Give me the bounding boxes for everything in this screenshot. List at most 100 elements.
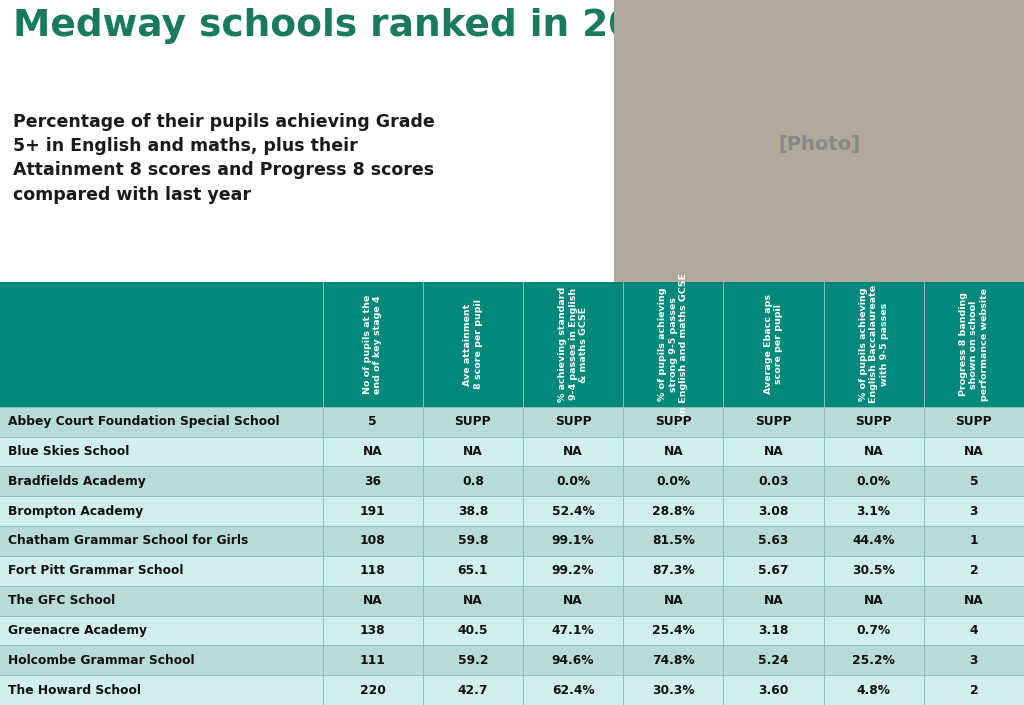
Text: 108: 108 bbox=[359, 534, 386, 548]
Text: 28.8%: 28.8% bbox=[652, 505, 694, 517]
FancyBboxPatch shape bbox=[614, 0, 1024, 289]
Text: 3.18: 3.18 bbox=[759, 624, 788, 637]
Text: NA: NA bbox=[864, 445, 884, 458]
Text: 4: 4 bbox=[970, 624, 978, 637]
Text: 111: 111 bbox=[359, 654, 386, 667]
Text: NA: NA bbox=[664, 445, 683, 458]
Text: 191: 191 bbox=[359, 505, 386, 517]
Text: 0.0%: 0.0% bbox=[556, 475, 590, 488]
Text: 5.63: 5.63 bbox=[759, 534, 788, 548]
Text: SUPP: SUPP bbox=[555, 415, 592, 428]
Text: 30.3%: 30.3% bbox=[652, 684, 694, 697]
FancyBboxPatch shape bbox=[0, 615, 1024, 645]
Text: SUPP: SUPP bbox=[955, 415, 992, 428]
Text: 2: 2 bbox=[970, 684, 978, 697]
Text: % achieving standard
9-4 passes in English
& maths GCSE: % achieving standard 9-4 passes in Engli… bbox=[558, 287, 588, 402]
Text: 3.1%: 3.1% bbox=[857, 505, 891, 517]
Text: % of pupils achieving
English Baccalaureate
with 9-5 passes: % of pupils achieving English Baccalaure… bbox=[859, 286, 889, 403]
Text: 0.7%: 0.7% bbox=[856, 624, 891, 637]
Text: NA: NA bbox=[764, 594, 783, 607]
FancyBboxPatch shape bbox=[0, 675, 1024, 705]
Text: Chatham Grammar School for Girls: Chatham Grammar School for Girls bbox=[8, 534, 249, 548]
Text: Average Ebacc aps
score per pupil: Average Ebacc aps score per pupil bbox=[764, 295, 783, 394]
Text: 138: 138 bbox=[359, 624, 385, 637]
Text: 220: 220 bbox=[359, 684, 386, 697]
Text: 5: 5 bbox=[369, 415, 377, 428]
Text: Holcombe Grammar School: Holcombe Grammar School bbox=[8, 654, 195, 667]
FancyBboxPatch shape bbox=[0, 645, 1024, 675]
Text: 87.3%: 87.3% bbox=[652, 564, 694, 577]
Text: 3.60: 3.60 bbox=[759, 684, 788, 697]
Text: 4.8%: 4.8% bbox=[857, 684, 891, 697]
Text: 3.08: 3.08 bbox=[759, 505, 788, 517]
Text: 30.5%: 30.5% bbox=[852, 564, 895, 577]
Text: 52.4%: 52.4% bbox=[552, 505, 595, 517]
Text: 0.8: 0.8 bbox=[462, 475, 483, 488]
Text: Ave attainment
8 score per pupil: Ave attainment 8 score per pupil bbox=[463, 300, 482, 389]
Text: 36: 36 bbox=[365, 475, 381, 488]
Text: 5.24: 5.24 bbox=[758, 654, 788, 667]
Text: 44.4%: 44.4% bbox=[852, 534, 895, 548]
Text: The Howard School: The Howard School bbox=[8, 684, 141, 697]
FancyBboxPatch shape bbox=[0, 282, 1024, 407]
Text: 59.8: 59.8 bbox=[458, 534, 488, 548]
Text: NA: NA bbox=[362, 594, 383, 607]
Text: 5: 5 bbox=[970, 475, 978, 488]
Text: 65.1: 65.1 bbox=[458, 564, 488, 577]
Text: Percentage of their pupils achieving Grade
5+ in English and maths, plus their
A: Percentage of their pupils achieving Gra… bbox=[12, 113, 434, 204]
Text: NA: NA bbox=[563, 445, 583, 458]
Text: The GFC School: The GFC School bbox=[8, 594, 116, 607]
Text: Fort Pitt Grammar School: Fort Pitt Grammar School bbox=[8, 564, 183, 577]
Text: 25.2%: 25.2% bbox=[852, 654, 895, 667]
Text: NA: NA bbox=[964, 594, 984, 607]
Text: Bradfields Academy: Bradfields Academy bbox=[8, 475, 146, 488]
FancyBboxPatch shape bbox=[0, 526, 1024, 556]
Text: NA: NA bbox=[362, 445, 383, 458]
Text: 118: 118 bbox=[359, 564, 386, 577]
Text: 94.6%: 94.6% bbox=[552, 654, 594, 667]
Text: 47.1%: 47.1% bbox=[552, 624, 595, 637]
Text: 0.0%: 0.0% bbox=[856, 475, 891, 488]
Text: NA: NA bbox=[664, 594, 683, 607]
Text: 40.5: 40.5 bbox=[458, 624, 488, 637]
Text: [Photo]: [Photo] bbox=[778, 135, 860, 154]
Text: Medway schools ranked in 2019: Medway schools ranked in 2019 bbox=[12, 8, 686, 44]
Text: Brompton Academy: Brompton Academy bbox=[8, 505, 143, 517]
FancyBboxPatch shape bbox=[0, 496, 1024, 526]
Text: NA: NA bbox=[964, 445, 984, 458]
Text: Greenacre Academy: Greenacre Academy bbox=[8, 624, 147, 637]
Text: 81.5%: 81.5% bbox=[652, 534, 694, 548]
Text: SUPP: SUPP bbox=[655, 415, 691, 428]
Text: Progress 8 banding
shown on school
performance website: Progress 8 banding shown on school perfo… bbox=[959, 288, 989, 401]
Text: SUPP: SUPP bbox=[455, 415, 492, 428]
Text: 25.4%: 25.4% bbox=[652, 624, 694, 637]
Text: 99.1%: 99.1% bbox=[552, 534, 594, 548]
Text: 2: 2 bbox=[970, 564, 978, 577]
FancyBboxPatch shape bbox=[0, 407, 1024, 436]
Text: 3: 3 bbox=[970, 505, 978, 517]
Text: No of pupils at the
end of key stage 4: No of pupils at the end of key stage 4 bbox=[362, 295, 382, 394]
Text: Blue Skies School: Blue Skies School bbox=[8, 445, 130, 458]
Text: NA: NA bbox=[463, 445, 482, 458]
Text: Abbey Court Foundation Special School: Abbey Court Foundation Special School bbox=[8, 415, 280, 428]
Text: 62.4%: 62.4% bbox=[552, 684, 594, 697]
Text: 1: 1 bbox=[970, 534, 978, 548]
Text: NA: NA bbox=[463, 594, 482, 607]
Text: 5.67: 5.67 bbox=[758, 564, 788, 577]
Text: % of pupils achieving
strong 9-5 passes
in English and maths GCSE: % of pupils achieving strong 9-5 passes … bbox=[658, 273, 688, 416]
Text: SUPP: SUPP bbox=[755, 415, 792, 428]
FancyBboxPatch shape bbox=[0, 586, 1024, 615]
Text: 99.2%: 99.2% bbox=[552, 564, 594, 577]
FancyBboxPatch shape bbox=[0, 556, 1024, 586]
Text: 38.8: 38.8 bbox=[458, 505, 488, 517]
Text: 59.2: 59.2 bbox=[458, 654, 488, 667]
Text: SUPP: SUPP bbox=[855, 415, 892, 428]
Text: 0.0%: 0.0% bbox=[656, 475, 690, 488]
Text: 42.7: 42.7 bbox=[458, 684, 488, 697]
Text: 74.8%: 74.8% bbox=[652, 654, 694, 667]
FancyBboxPatch shape bbox=[0, 436, 1024, 467]
Text: 0.03: 0.03 bbox=[758, 475, 788, 488]
Text: NA: NA bbox=[764, 445, 783, 458]
Text: NA: NA bbox=[563, 594, 583, 607]
Text: NA: NA bbox=[864, 594, 884, 607]
